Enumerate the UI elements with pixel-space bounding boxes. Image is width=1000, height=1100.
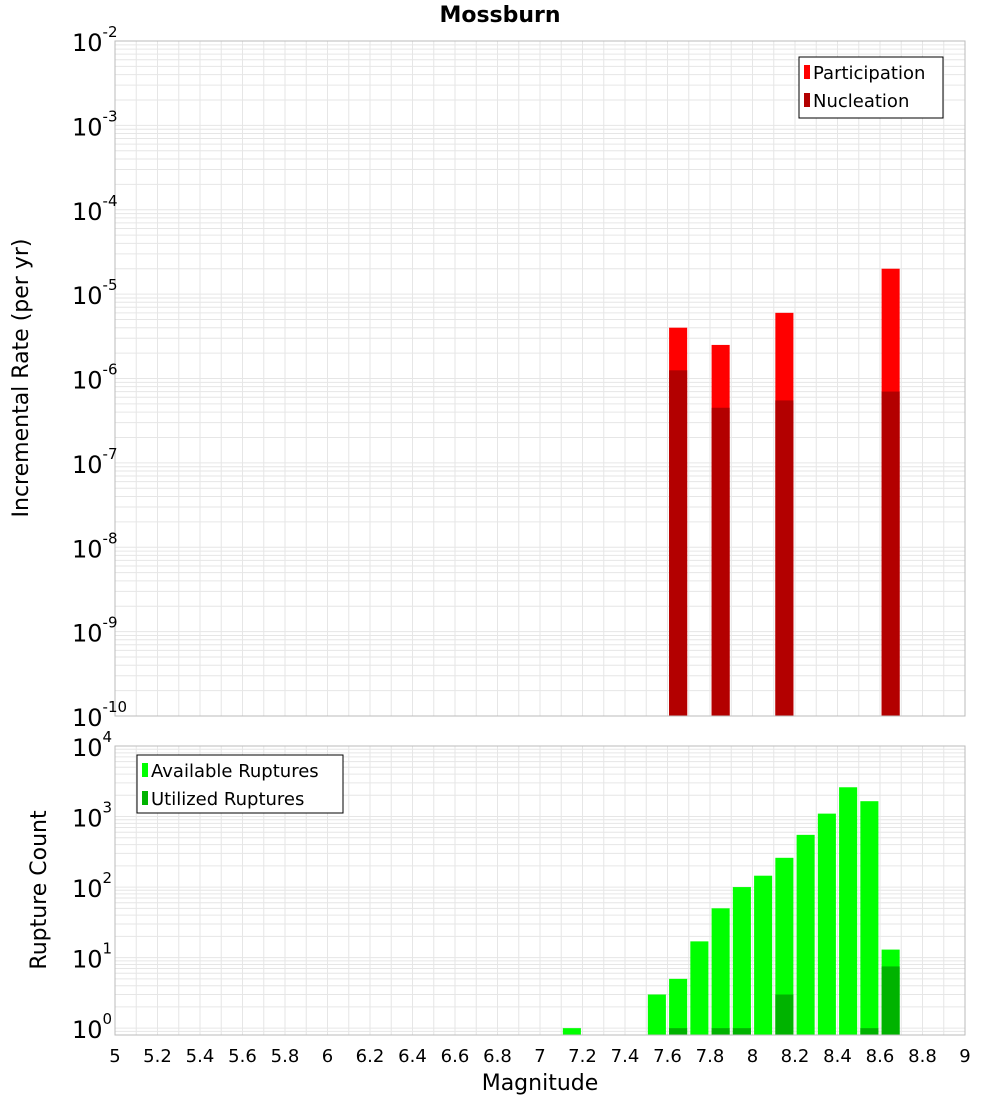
x-tick-label: 8.8 <box>908 1046 937 1067</box>
y-tick-label: 10-6 <box>72 361 118 395</box>
bar <box>775 400 794 716</box>
legend-box <box>136 754 344 814</box>
legend-swatch <box>142 791 148 805</box>
x-ticks: 5 5.2 5.4 5.6 5.8 6 6.2 6.4 6.6 6.8 7 7.2 7.4 7.6 7.8 8… <box>109 1046 970 1067</box>
legend-swatch <box>142 763 148 777</box>
y-axis-label: Incremental Rate (per yr) <box>9 239 34 518</box>
rate-panel: 10-10 10-9 10-8 10-7 10-6 10-5 10-4 10-3 10-2 Inc… <box>9 23 966 732</box>
y-tick-exponent: -6 <box>103 361 118 379</box>
chart-title: Mossburn <box>439 3 560 28</box>
bar <box>860 801 879 1035</box>
bar <box>669 978 688 1035</box>
y-tick-label: 10-4 <box>72 192 118 226</box>
x-tick-label: 8.4 <box>823 1046 852 1067</box>
x-tick-label: 6.8 <box>483 1046 512 1067</box>
bars <box>562 787 900 1035</box>
x-tick-label: 8.6 <box>866 1046 895 1067</box>
y-tick-exponent: 1 <box>103 940 113 958</box>
bar <box>881 391 900 716</box>
x-tick-label: 8.2 <box>781 1046 810 1067</box>
legend-swatch <box>804 93 810 107</box>
y-tick-exponent: -3 <box>103 107 118 125</box>
y-tick-label: 104 <box>72 728 112 762</box>
x-tick-label: 6 <box>322 1046 333 1067</box>
x-tick-label: 9 <box>959 1046 970 1067</box>
bar <box>647 994 666 1035</box>
bar <box>690 941 709 1035</box>
bar <box>711 908 730 1035</box>
x-tick-label: 8 <box>747 1046 758 1067</box>
bar <box>775 857 794 1035</box>
bar <box>711 1028 730 1035</box>
x-tick-label: 7 <box>534 1046 545 1067</box>
y-tick-exponent: -8 <box>103 529 118 547</box>
y-tick-exponent: -9 <box>103 614 118 632</box>
y-tick-exponent: 0 <box>103 1010 113 1028</box>
y-tick-label: 101 <box>72 940 112 974</box>
legend-entry: Nucleation <box>813 91 909 112</box>
plot-frame <box>114 745 966 1036</box>
x-tick-label: 5.6 <box>228 1046 257 1067</box>
y-tick-exponent: -2 <box>103 23 118 41</box>
bar <box>711 407 730 716</box>
bar <box>775 994 794 1035</box>
legend-box <box>798 56 944 119</box>
y-tick-label: 10-8 <box>72 529 118 563</box>
bar <box>669 370 688 716</box>
x-tick-label: 7.2 <box>568 1046 597 1067</box>
bar <box>732 1028 751 1035</box>
legend-entry: Available Ruptures <box>151 761 319 782</box>
legend-entry: Utilized Ruptures <box>151 789 304 810</box>
x-tick-label: 5.4 <box>186 1046 215 1067</box>
grid <box>114 41 966 717</box>
y-tick-label: 10-5 <box>72 276 118 310</box>
legend: Participation Nucleation <box>798 56 944 119</box>
y-tick-label: 103 <box>72 799 112 833</box>
bar <box>839 787 858 1035</box>
x-tick-label: 6.6 <box>441 1046 470 1067</box>
y-tick-exponent: -5 <box>103 276 118 294</box>
y-tick-exponent: 4 <box>103 728 113 746</box>
x-tick-label: 6.4 <box>398 1046 427 1067</box>
y-tick-label: 10-3 <box>72 107 118 141</box>
legend-swatch <box>804 65 810 79</box>
bar <box>817 813 836 1035</box>
bar <box>796 834 815 1035</box>
x-tick-label: 5.8 <box>271 1046 300 1067</box>
legend-entry: Participation <box>813 63 925 84</box>
x-axis-label: Magnitude <box>482 1071 599 1096</box>
plot-frame <box>114 40 966 717</box>
bar <box>669 1028 688 1035</box>
x-tick-label: 7.8 <box>696 1046 725 1067</box>
x-tick-label: 7.4 <box>611 1046 640 1067</box>
y-axis-label: Rupture Count <box>27 810 52 970</box>
y-tick-exponent: -10 <box>103 698 128 716</box>
y-tick-exponent: -7 <box>103 445 118 463</box>
y-tick-label: 10-9 <box>72 614 118 648</box>
y-tick-label: 100 <box>72 1010 112 1044</box>
bars <box>669 268 900 716</box>
y-tick-exponent: 3 <box>103 799 113 817</box>
y-tick-label: 102 <box>72 869 112 903</box>
bar <box>860 1028 879 1035</box>
x-tick-label: 6.2 <box>356 1046 385 1067</box>
y-tick-label: 10-2 <box>72 23 118 57</box>
bar <box>732 887 751 1035</box>
y-tick-label: 10-10 <box>72 698 127 732</box>
bar <box>754 875 773 1035</box>
y-tick-exponent: 2 <box>103 869 113 887</box>
legend: Available Ruptures Utilized Ruptures <box>136 754 344 814</box>
y-tick-exponent: -4 <box>103 192 118 210</box>
bar <box>881 966 900 1035</box>
x-tick-label: 5.2 <box>143 1046 172 1067</box>
x-tick-label: 7.6 <box>653 1046 682 1067</box>
y-tick-label: 10-7 <box>72 445 118 479</box>
x-tick-label: 5 <box>109 1046 120 1067</box>
bar <box>562 1028 581 1035</box>
